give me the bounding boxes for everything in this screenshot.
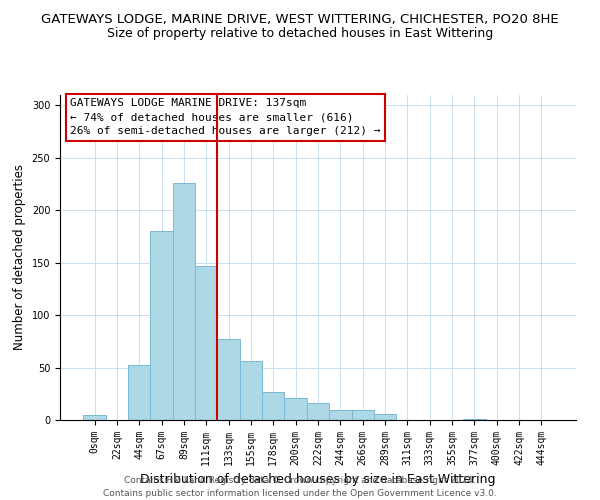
Bar [195, 266, 217, 420]
Y-axis label: Number of detached properties: Number of detached properties [13, 164, 26, 350]
X-axis label: Distribution of detached houses by size in East Wittering: Distribution of detached houses by size … [140, 474, 496, 486]
Text: GATEWAYS LODGE MARINE DRIVE: 137sqm
← 74% of detached houses are smaller (616)
2: GATEWAYS LODGE MARINE DRIVE: 137sqm ← 74… [70, 98, 381, 136]
Bar [352, 410, 374, 420]
Bar [83, 415, 106, 420]
Bar [307, 403, 329, 420]
Bar [151, 232, 173, 420]
Text: Size of property relative to detached houses in East Wittering: Size of property relative to detached ho… [107, 28, 493, 40]
Bar [262, 392, 284, 420]
Bar [173, 183, 195, 420]
Bar [217, 340, 240, 420]
Bar [240, 362, 262, 420]
Bar [284, 398, 307, 420]
Text: GATEWAYS LODGE, MARINE DRIVE, WEST WITTERING, CHICHESTER, PO20 8HE: GATEWAYS LODGE, MARINE DRIVE, WEST WITTE… [41, 12, 559, 26]
Bar [374, 414, 396, 420]
Bar [128, 366, 151, 420]
Bar [329, 410, 352, 420]
Text: Contains HM Land Registry data © Crown copyright and database right 2024.
Contai: Contains HM Land Registry data © Crown c… [103, 476, 497, 498]
Bar [463, 419, 485, 420]
